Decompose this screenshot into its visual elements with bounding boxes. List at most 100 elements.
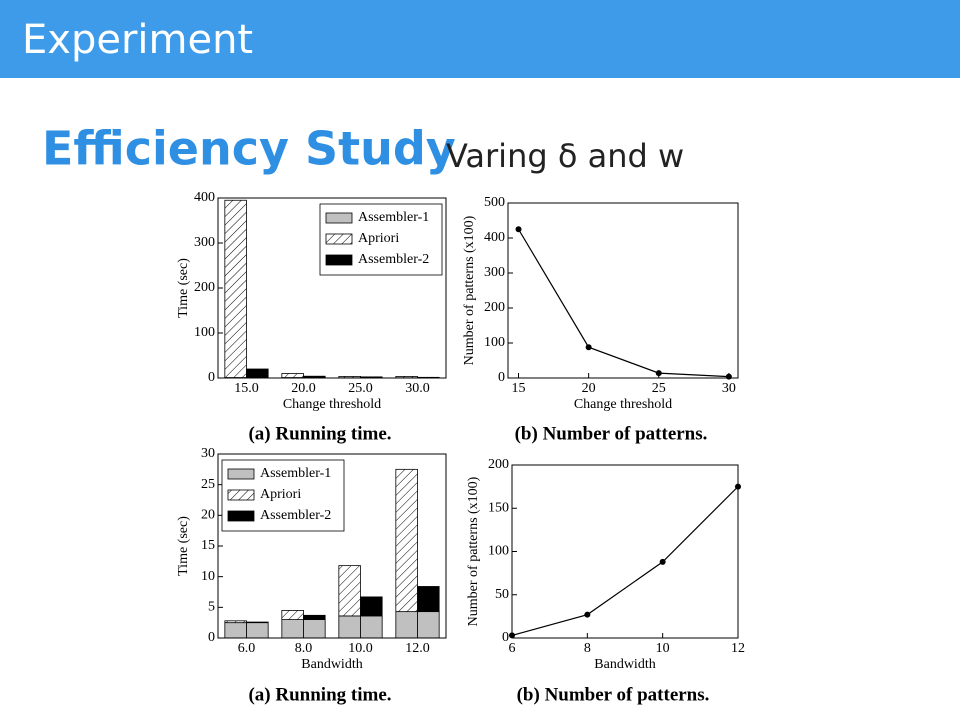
- bar-segment: [224, 199, 247, 378]
- x-axis-label: Bandwidth: [301, 657, 362, 672]
- bar-segment: [246, 622, 269, 639]
- plot-frame: [217, 453, 447, 639]
- caption: (a) Running time.: [248, 423, 391, 444]
- y-tick-label: 0: [208, 630, 215, 645]
- bar-segment: [246, 621, 269, 624]
- legend-label: Assembler-2: [358, 252, 429, 267]
- y-tick-label: 200: [488, 457, 509, 472]
- bar-segment: [303, 375, 326, 378]
- x-tick-label: 12.0: [405, 641, 430, 656]
- bar-segment: [303, 619, 326, 639]
- x-axis-label: Bandwidth: [594, 657, 655, 672]
- y-tick-label: 100: [194, 325, 215, 340]
- y-tick-label: 300: [194, 235, 215, 250]
- x-tick-label: 15: [512, 381, 526, 396]
- bar-segment: [224, 620, 247, 624]
- x-tick-label: 8: [584, 641, 591, 656]
- bar-segment: [360, 596, 383, 617]
- bar-segment: [281, 610, 304, 621]
- caption: (a) Running time.: [248, 684, 391, 705]
- heading-subtitle: Varing δ and w: [446, 137, 684, 175]
- y-tick-label: 20: [201, 508, 215, 523]
- plot-frame: [217, 197, 447, 379]
- bar-segment: [360, 615, 383, 639]
- y-tick-label: 100: [484, 335, 505, 350]
- y-axis-label: Time (sec): [176, 516, 191, 576]
- legend-swatch: [325, 212, 353, 224]
- x-tick-label: 12: [731, 641, 745, 656]
- x-tick-label: 30: [722, 381, 736, 396]
- bar-segment: [417, 586, 440, 613]
- legend-swatch: [325, 254, 353, 266]
- x-tick-label: 15.0: [234, 381, 259, 396]
- legend-swatch: [227, 468, 255, 480]
- x-tick-label: 20: [582, 381, 596, 396]
- y-tick-label: 200: [484, 300, 505, 315]
- heading-title: Efficiency Study: [42, 122, 456, 176]
- y-tick-label: 200: [194, 280, 215, 295]
- legend-label: Assembler-2: [260, 508, 331, 523]
- header-bar: [0, 0, 960, 78]
- point: [584, 611, 591, 618]
- legend-label: Assembler-1: [358, 210, 429, 225]
- legend-swatch: [227, 489, 255, 501]
- y-tick-label: 30: [201, 446, 215, 461]
- point: [585, 344, 592, 351]
- bar-segment: [338, 565, 361, 617]
- bar-segment: [395, 468, 418, 613]
- point: [725, 373, 732, 380]
- x-tick-label: 6.0: [238, 641, 256, 656]
- y-tick-label: 15: [201, 538, 215, 553]
- y-tick-label: 0: [208, 370, 215, 385]
- bar-segment: [338, 615, 361, 639]
- y-axis-label: Number of patterns (x100): [466, 476, 481, 626]
- x-tick-label: 25.0: [348, 381, 373, 396]
- y-tick-label: 150: [488, 500, 509, 515]
- y-tick-label: 10: [201, 569, 215, 584]
- bar-segment: [303, 614, 326, 620]
- y-axis-label: Time (sec): [176, 258, 191, 318]
- bar-segment: [281, 619, 304, 639]
- legend-swatch: [227, 510, 255, 522]
- legend-label: Apriori: [358, 231, 399, 246]
- bar-segment: [246, 368, 269, 378]
- y-tick-label: 400: [484, 230, 505, 245]
- x-tick-label: 8.0: [295, 641, 313, 656]
- plot-frame: [511, 464, 739, 639]
- caption: (b) Number of patterns.: [515, 423, 708, 444]
- y-tick-label: 25: [201, 477, 215, 492]
- plot-frame: [507, 202, 739, 379]
- header-title: Experiment: [22, 17, 253, 63]
- bar-segment: [395, 611, 418, 639]
- y-tick-label: 300: [484, 265, 505, 280]
- line-series: [518, 228, 729, 378]
- x-tick-label: 30.0: [405, 381, 430, 396]
- x-axis-label: Change threshold: [574, 397, 672, 412]
- legend-label: Apriori: [260, 487, 301, 502]
- y-tick-label: 500: [484, 195, 505, 210]
- y-tick-label: 50: [495, 587, 509, 602]
- line-series: [511, 486, 739, 636]
- point: [655, 370, 662, 377]
- x-tick-label: 25: [652, 381, 666, 396]
- legend-swatch: [325, 233, 353, 245]
- caption: (b) Number of patterns.: [517, 684, 710, 705]
- x-tick-label: 20.0: [291, 381, 316, 396]
- x-tick-label: 6: [509, 641, 516, 656]
- y-tick-label: 0: [502, 630, 509, 645]
- y-tick-label: 400: [194, 190, 215, 205]
- x-tick-label: 10: [656, 641, 670, 656]
- x-tick-label: 10.0: [348, 641, 373, 656]
- bar-segment: [281, 373, 304, 378]
- point: [659, 558, 666, 565]
- x-axis-label: Change threshold: [283, 397, 381, 412]
- bar-segment: [417, 611, 440, 639]
- y-tick-label: 0: [498, 370, 505, 385]
- y-tick-label: 5: [208, 600, 215, 615]
- point: [515, 226, 522, 233]
- y-axis-label: Number of patterns (x100): [462, 215, 477, 365]
- y-tick-label: 100: [488, 544, 509, 559]
- legend-label: Assembler-1: [260, 466, 331, 481]
